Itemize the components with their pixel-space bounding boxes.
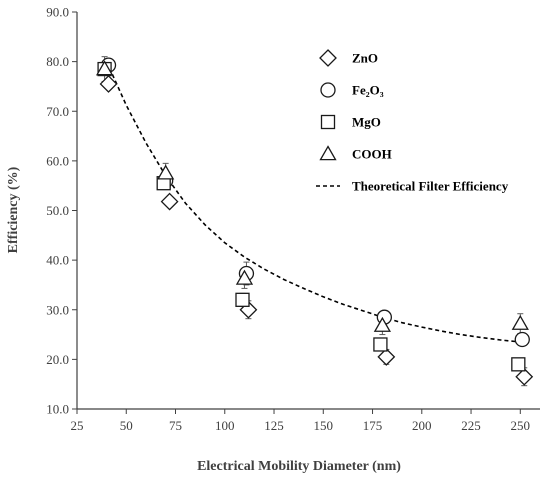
- circle-data-point: [514, 331, 530, 348]
- y-tick-label: 70.0: [46, 104, 69, 119]
- triangle-data-point: [511, 314, 529, 330]
- theoretical-filter-efficiency-line: [105, 61, 521, 343]
- legend-triangle-symbol: [319, 145, 337, 161]
- y-tick-label: 60.0: [46, 153, 69, 168]
- legend-circle-symbol: [320, 82, 336, 98]
- triangle-data-point: [235, 269, 254, 285]
- legend: ZnO Fe₂O₃ MgO COOH Theoretical Filter Effici…: [316, 49, 509, 194]
- y-tick-label: 50.0: [46, 203, 69, 218]
- data-markers: [95, 57, 534, 386]
- y-tick-label: 30.0: [46, 302, 69, 317]
- diamond-data-point: [99, 75, 118, 93]
- x-tick-label: 250: [511, 418, 531, 433]
- y-axis-title: Efficiency (%): [6, 166, 21, 253]
- x-tick-label: 75: [169, 418, 182, 433]
- x-tick-label: 100: [215, 418, 235, 433]
- y-tick-label: 20.0: [46, 352, 69, 367]
- legend-label: MgO: [352, 115, 381, 130]
- x-tick-label: 175: [363, 418, 383, 433]
- theoretical-curve-layer: [105, 61, 521, 343]
- square-data-point: [373, 337, 388, 352]
- square-data-point: [235, 292, 250, 307]
- triangle-data-point: [95, 60, 114, 76]
- y-tick-label: 80.0: [46, 54, 69, 69]
- legend-label: COOH: [352, 147, 392, 162]
- x-tick-label: 25: [71, 418, 84, 433]
- y-tick-label: 40.0: [46, 253, 69, 268]
- legend-label: Theoretical Filter Efficiency: [352, 179, 509, 194]
- axes: 25 50 75 100 125 150 175 200 225 250 10.0 20.0 30.0 4…: [46, 5, 540, 433]
- square-data-point: [511, 357, 526, 372]
- y-tick-label: 90.0: [46, 5, 69, 20]
- legend-square-symbol: [320, 114, 336, 130]
- y-tick-label: 10.0: [46, 402, 69, 417]
- legend-label: Fe₂O₃: [352, 83, 384, 98]
- x-tick-label: 50: [120, 418, 133, 433]
- legend-diamond-symbol: [319, 49, 337, 67]
- x-axis-title: Electrical Mobility Diameter (nm): [197, 459, 401, 474]
- x-tick-label: 125: [264, 418, 284, 433]
- error-bars: [101, 56, 528, 387]
- triangle-data-point: [157, 164, 175, 180]
- x-tick-label: 225: [461, 418, 481, 433]
- legend-label: ZnO: [352, 51, 378, 66]
- diamond-data-point: [160, 192, 179, 211]
- triangle-data-point: [373, 316, 392, 332]
- x-tick-label: 200: [412, 418, 432, 433]
- diamond-data-point: [377, 347, 396, 366]
- x-tick-label: 150: [314, 418, 334, 433]
- diamond-data-point: [515, 367, 534, 386]
